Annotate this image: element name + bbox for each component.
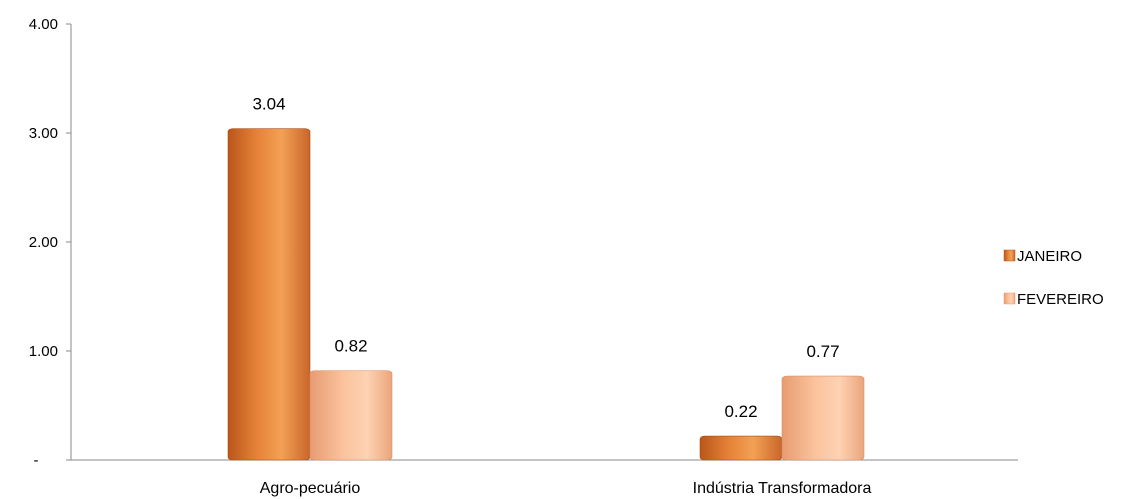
data-label-fevereiro-industria: 0.77 xyxy=(806,342,839,361)
bar-janeiro-industria xyxy=(699,435,783,461)
data-label-janeiro-industria: 0.22 xyxy=(724,402,757,421)
bar-fevereiro-agro xyxy=(309,370,393,461)
bar-fevereiro-industria xyxy=(781,375,865,461)
data-label-fevereiro-agro: 0.82 xyxy=(334,337,367,356)
legend-swatch-fevereiro xyxy=(1003,292,1016,305)
data-label-janeiro-agro: 3.04 xyxy=(252,95,285,114)
y-axis-ticks: - 1.00 2.00 3.00 4.00 xyxy=(29,16,71,469)
legend-swatch-janeiro xyxy=(1003,249,1016,262)
legend: JANEIRO FEVEREIRO xyxy=(1003,248,1104,308)
legend-label-fevereiro: FEVEREIRO xyxy=(1017,291,1104,308)
legend-label-janeiro: JANEIRO xyxy=(1017,248,1082,265)
y-tick-label: 1.00 xyxy=(29,343,58,360)
x-tick-label-industria: Indústria Transformadora xyxy=(693,480,872,497)
y-tick-label: - xyxy=(34,452,39,469)
y-tick-label: 4.00 xyxy=(29,16,58,33)
y-tick-label: 3.00 xyxy=(29,125,58,142)
bar-janeiro-agro xyxy=(227,128,311,461)
y-tick-label: 2.00 xyxy=(29,234,58,251)
x-tick-label-agro: Agro-pecuário xyxy=(260,480,361,497)
bar-series: 3.04 0.22 0.82 0.77 xyxy=(227,95,865,461)
